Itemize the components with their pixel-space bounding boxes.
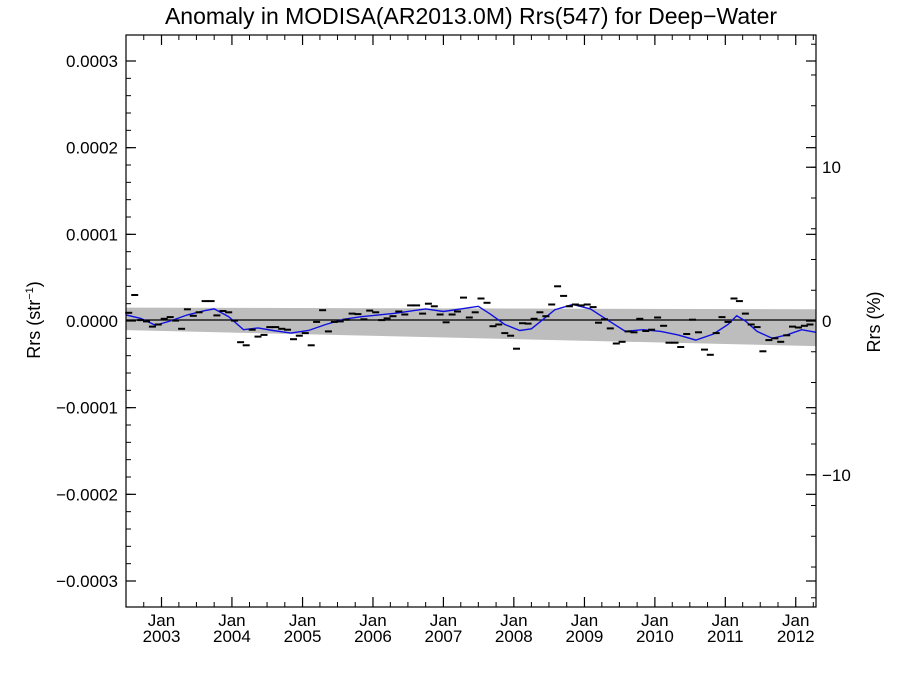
running-mean-line [125, 303, 817, 341]
y-axis-label-left: Rrs (str−1) [24, 281, 44, 359]
uncertainty-band-layer [126, 307, 816, 347]
right-tick-label: 0 [822, 312, 831, 331]
y-axis-label-right: Rrs (%) [864, 292, 884, 353]
x-tick-month: Jan [359, 611, 386, 630]
x-axis: Jan2003Jan2004Jan2005Jan2006Jan2007Jan20… [143, 35, 815, 646]
x-tick-year: 2009 [566, 627, 604, 646]
x-tick-year: 2007 [424, 627, 462, 646]
left-tick-label: 0.0001 [66, 225, 118, 244]
uncertainty-band [126, 307, 816, 347]
running-mean-layer [125, 303, 817, 341]
x-tick-month: Jan [148, 611, 175, 630]
x-tick-month: Jan [641, 611, 668, 630]
x-tick-month: Jan [712, 611, 739, 630]
x-tick-year: 2006 [354, 627, 392, 646]
x-tick-year: 2008 [495, 627, 533, 646]
left-tick-label: −0.0002 [56, 485, 118, 504]
x-tick-year: 2004 [213, 627, 251, 646]
right-tick-label: −10 [822, 466, 851, 485]
x-tick-year: 2005 [284, 627, 322, 646]
x-tick-month: Jan [430, 611, 457, 630]
left-axis: 0.0003 0.0002 0.0001 0.0000 −0.0001 −0.0002 −0… [56, 52, 816, 591]
x-tick-year: 2012 [777, 627, 815, 646]
x-tick-month: Jan [500, 611, 527, 630]
x-tick-month: Jan [218, 611, 245, 630]
left-tick-label: 0.0002 [66, 139, 118, 158]
left-tick-label: −0.0001 [56, 399, 118, 418]
left-tick-label: 0.0003 [66, 52, 118, 71]
left-tick-label: −0.0003 [56, 572, 118, 591]
right-tick-label: 10 [822, 158, 841, 177]
x-tick-year: 2010 [636, 627, 674, 646]
x-tick-month: Jan [289, 611, 316, 630]
left-tick-label: 0.0000 [66, 312, 118, 331]
data-points-layer [125, 285, 814, 356]
chart-title: Anomaly in MODISA(AR2013.0M) Rrs(547) fo… [165, 3, 777, 29]
x-tick-year: 2011 [707, 627, 744, 646]
x-tick-year: 2003 [143, 627, 181, 646]
right-axis: 10 0 −10 [806, 43, 851, 599]
x-tick-month: Jan [782, 611, 809, 630]
x-tick-month: Jan [571, 611, 598, 630]
